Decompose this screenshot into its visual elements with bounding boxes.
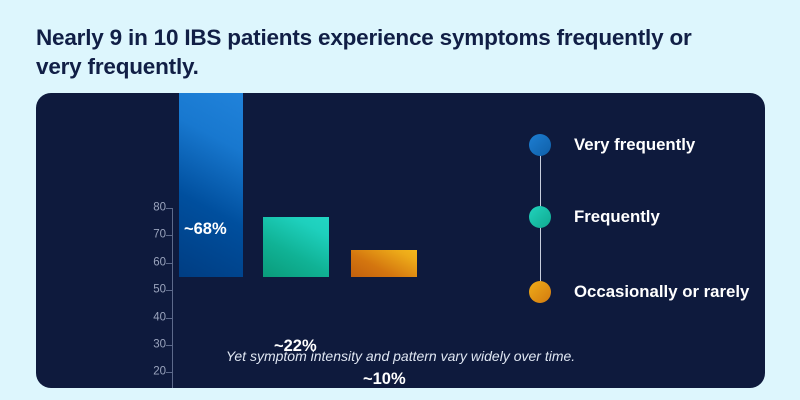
y-tick-label: 40 <box>153 310 166 323</box>
bar-label-occasionally-or-rarely: ~10% <box>363 370 406 388</box>
y-tick-label: 30 <box>153 338 166 351</box>
legend-dot-icon <box>529 134 551 156</box>
y-tick-40: 40 <box>136 311 166 322</box>
y-tick-mark <box>166 317 172 319</box>
page-title: Nearly 9 in 10 IBS patients experience s… <box>36 25 692 79</box>
y-tick-label: 50 <box>153 283 166 296</box>
y-tick-mark <box>166 290 172 292</box>
y-tick-mark <box>166 235 172 237</box>
chart-footnote: Yet symptom intensity and pattern vary w… <box>225 348 576 364</box>
bar-label-frequently: ~22% <box>274 337 317 355</box>
y-tick-label: 70 <box>153 228 166 241</box>
bar-label-very-frequently: ~68% <box>184 220 227 238</box>
chart-card: 80 70 60 50 40 30 20 <box>36 93 765 388</box>
legend-dot-icon <box>529 206 551 228</box>
y-tick-30: 30 <box>136 339 166 350</box>
y-tick-mark <box>166 372 172 374</box>
chart-legend: Very frequently Frequently Occasionally … <box>494 123 764 343</box>
legend-label: Very frequently <box>574 135 696 154</box>
y-tick-60: 60 <box>136 257 166 268</box>
y-tick-label: 80 <box>153 201 166 214</box>
y-tick-label: 20 <box>153 365 166 378</box>
y-tick-50: 50 <box>136 284 166 295</box>
legend-label: Frequently <box>574 207 660 226</box>
legend-item-frequently[interactable]: Frequently <box>494 206 764 228</box>
y-axis-line <box>172 208 173 388</box>
y-tick-70: 70 <box>136 229 166 240</box>
y-tick-mark <box>166 208 172 209</box>
bar-chart: 80 70 60 50 40 30 20 <box>36 93 476 388</box>
y-tick-80: 80 <box>136 202 166 213</box>
legend-item-occasionally-or-rarely[interactable]: Occasionally or rarely <box>494 281 764 303</box>
legend-item-very-frequently[interactable]: Very frequently <box>494 134 764 156</box>
y-tick-mark <box>166 345 172 346</box>
legend-label: Occasionally or rarely <box>574 282 750 301</box>
bar-very-frequently[interactable] <box>179 93 243 277</box>
bar-occasionally-or-rarely[interactable] <box>351 250 417 277</box>
y-tick-mark <box>166 262 172 264</box>
y-tick-label: 60 <box>153 256 166 269</box>
legend-dot-icon <box>529 281 551 303</box>
y-tick-20: 20 <box>136 366 166 377</box>
bar-frequently[interactable] <box>263 217 329 277</box>
